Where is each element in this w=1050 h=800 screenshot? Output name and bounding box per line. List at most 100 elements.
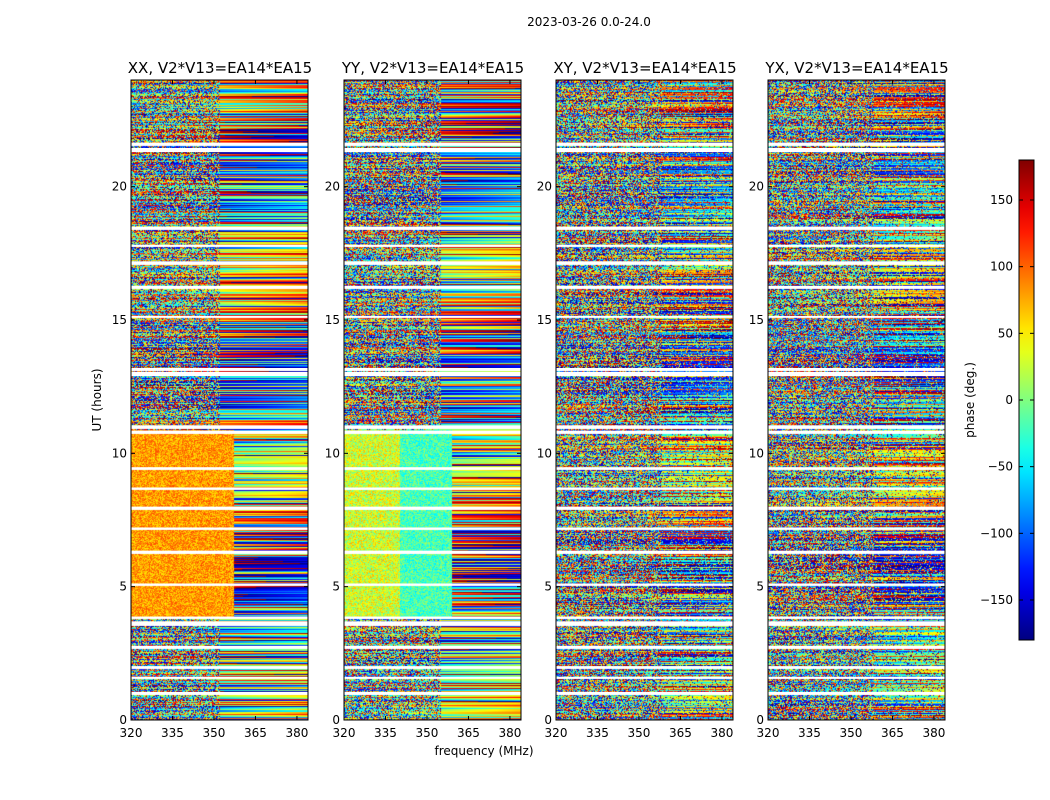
flagged-gap <box>768 261 945 264</box>
y-tick-label: 15 <box>749 313 764 327</box>
flagged-gap <box>344 616 521 619</box>
flagged-gap <box>131 645 308 648</box>
flagged-gap <box>768 692 945 695</box>
flagged-gap <box>768 645 945 648</box>
x-tick-label: 380 <box>922 726 945 740</box>
flagged-gap <box>556 583 733 586</box>
flagged-gap <box>768 506 945 510</box>
x-tick-label: 320 <box>120 726 143 740</box>
flagged-gap <box>556 142 733 146</box>
flagged-gap <box>556 487 733 490</box>
x-tick-label: 320 <box>757 726 780 740</box>
flagged-gap <box>556 692 733 695</box>
flagged-gap <box>556 425 733 428</box>
flagged-gap <box>344 692 521 695</box>
flagged-gap <box>556 226 733 230</box>
colorbar-tick-label: 150 <box>990 193 1013 207</box>
y-tick-label: 20 <box>112 180 127 194</box>
flagged-gap <box>768 616 945 619</box>
x-tick-label: 380 <box>498 726 521 740</box>
axes-frame <box>130 79 309 721</box>
panel-title-xx: XX, V2*V13=EA14*EA15 <box>128 59 312 77</box>
flagged-gap <box>556 372 733 376</box>
y-tick-label: 10 <box>537 446 552 460</box>
y-tick-label: 10 <box>749 446 764 460</box>
flagged-gap <box>556 467 733 470</box>
flagged-gap <box>131 430 308 434</box>
panel-yx: YX, V2*V13=EA14*EA15 320 335 350 365 380 0 5 10… <box>749 59 949 740</box>
flagged-gap <box>344 226 521 230</box>
panel-title-yy: YY, V2*V13=EA14*EA15 <box>341 59 524 77</box>
x-tick-label: 350 <box>203 726 226 740</box>
flagged-gap <box>131 666 308 669</box>
flagged-gap <box>344 430 521 434</box>
panel-title-xy: XY, V2*V13=EA14*EA15 <box>553 59 736 77</box>
y-tick-label: 20 <box>325 180 340 194</box>
x-tick-label: 365 <box>669 726 692 740</box>
colorbar-tick-label: −100 <box>980 526 1013 540</box>
flagged-gap <box>768 285 945 288</box>
panel-title-yx: YX, V2*V13=EA14*EA15 <box>764 59 948 77</box>
flagged-gap <box>556 621 733 626</box>
flagged-gap <box>768 425 945 428</box>
flagged-gap <box>556 148 733 152</box>
flagged-gap <box>131 142 308 146</box>
flagged-gap <box>768 467 945 470</box>
x-tick-label: 350 <box>628 726 651 740</box>
y-tick-label: 0 <box>332 713 340 727</box>
colorbar-tick-label: 0 <box>1005 393 1013 407</box>
y-tick-label: 10 <box>112 446 127 460</box>
flagged-gap <box>768 550 945 554</box>
colorbar: 150 100 50 0 −50 −100 −150 <box>980 159 1035 641</box>
y-tick-label: 5 <box>756 580 764 594</box>
y-tick-label: 20 <box>749 180 764 194</box>
flagged-gap <box>344 550 521 554</box>
colorbar-tick-label: −150 <box>980 593 1013 607</box>
flagged-gap <box>131 692 308 695</box>
flagged-gap <box>768 666 945 669</box>
flagged-gap <box>131 368 308 371</box>
flagged-gap <box>344 372 521 376</box>
flagged-gap <box>556 506 733 510</box>
flagged-gap <box>768 244 945 247</box>
flagged-gap <box>131 621 308 626</box>
flagged-gap <box>131 316 308 318</box>
flagged-gap <box>556 550 733 554</box>
x-tick-label: 365 <box>457 726 480 740</box>
y-tick-label: 5 <box>544 580 552 594</box>
flagged-gap <box>556 616 733 619</box>
y-tick-label: 15 <box>112 313 127 327</box>
flagged-gap <box>768 142 945 146</box>
x-tick-label: 380 <box>710 726 733 740</box>
phase-waterfall-image <box>556 80 733 720</box>
flagged-gap <box>344 676 521 679</box>
y-tick-label: 0 <box>544 713 552 727</box>
flagged-gap <box>344 244 521 247</box>
colorbar-tick-label: 50 <box>998 326 1013 340</box>
flagged-gap <box>768 372 945 376</box>
x-axis-label: frequency (MHz) <box>434 744 533 758</box>
flagged-gap <box>344 467 521 470</box>
x-tick-label: 335 <box>798 726 821 740</box>
flagged-gap <box>344 527 521 530</box>
flagged-gap <box>556 527 733 530</box>
flagged-gap <box>768 148 945 152</box>
flagged-gap <box>344 142 521 146</box>
flagged-gap <box>344 583 521 586</box>
axes-frame <box>767 79 946 721</box>
y-tick-label: 10 <box>325 446 340 460</box>
axes-frame <box>343 79 522 721</box>
flagged-gap <box>131 583 308 586</box>
flagged-gap <box>344 506 521 510</box>
flagged-gap <box>344 368 521 371</box>
flagged-gap <box>768 430 945 434</box>
y-tick-label: 15 <box>537 313 552 327</box>
colorbar-tick-label: −50 <box>988 460 1013 474</box>
y-axis-label: UT (hours) <box>90 368 104 431</box>
flagged-gap <box>768 368 945 371</box>
panel-xx: XX, V2*V13=EA14*EA15 320 335 350 365 380 0 5 10… <box>112 59 313 740</box>
flagged-gap <box>131 676 308 679</box>
figure-title: 2023-03-26 0.0-24.0 <box>527 15 651 29</box>
y-tick-label: 5 <box>332 580 340 594</box>
panel-xy: XY, V2*V13=EA14*EA15 320 335 350 365 380 0 5 10… <box>537 59 737 740</box>
